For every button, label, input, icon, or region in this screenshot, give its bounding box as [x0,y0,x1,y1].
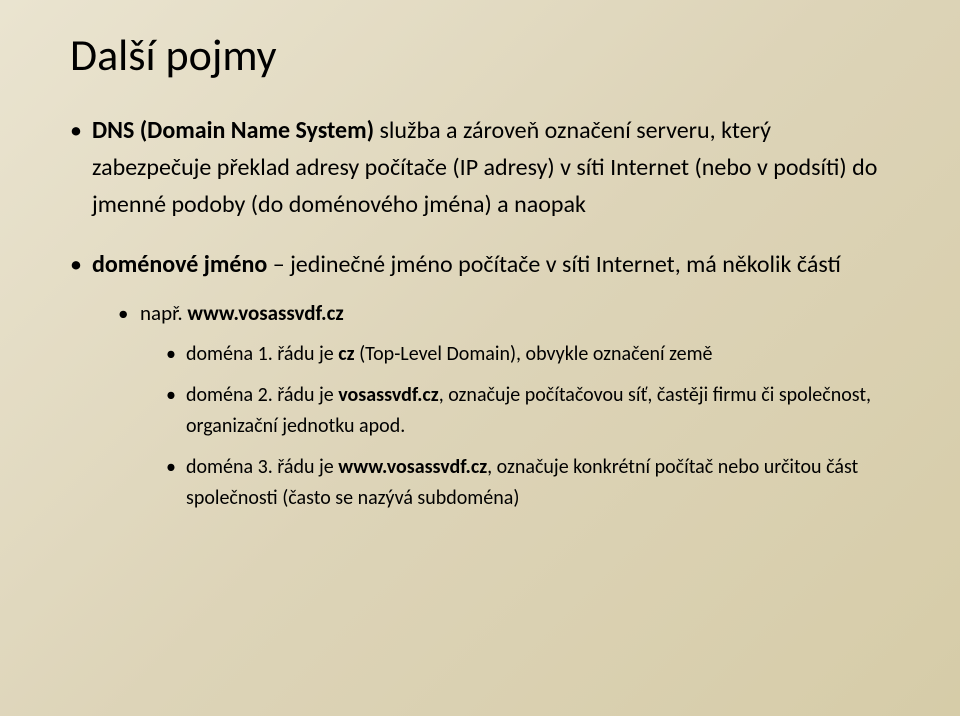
d2-bold: vosassvdf.cz [338,383,438,407]
slide-title: Další pojmy [70,28,890,82]
d1-bold: cz [338,342,354,366]
dns-term: DNS (Domain Name System) [92,116,380,145]
bullet-domain-3: doména 3. řádu je www.vosassvdf.cz, ozna… [166,452,890,514]
example-domain: www.vosassvdf.cz [187,300,343,326]
d3-bold: www.vosassvdf.cz [338,455,487,479]
bullet-dns: DNS (Domain Name System) služba a zárove… [70,112,890,224]
bullet-example: např. www.vosassvdf.cz doména 1. řádu je… [118,297,890,515]
domain-definition: – jedinečné jméno počítače v síti Intern… [273,250,841,279]
slide: Další pojmy DNS (Domain Name System) slu… [0,0,960,716]
bullet-domain-2: doména 2. řádu je vosassvdf.cz, označuje… [166,380,890,442]
d2-prefix: doména 2. řádu je [186,383,338,407]
bullet-list-level3: doména 1. řádu je cz (Top-Level Domain),… [140,339,890,514]
bullet-domain-name: doménové jméno – jedinečné jméno počítač… [70,246,890,515]
bullet-list-level2: např. www.vosassvdf.cz doména 1. řádu je… [92,297,890,515]
example-prefix: např. [140,300,187,326]
d1-suffix: (Top-Level Domain), obvykle označení zem… [355,342,713,366]
d1-prefix: doména 1. řádu je [186,342,338,366]
bullet-domain-1: doména 1. řádu je cz (Top-Level Domain),… [166,339,890,370]
bullet-list-level1: DNS (Domain Name System) služba a zárove… [70,112,890,514]
domain-term: doménové jméno [92,250,273,279]
d3-prefix: doména 3. řádu je [186,455,338,479]
